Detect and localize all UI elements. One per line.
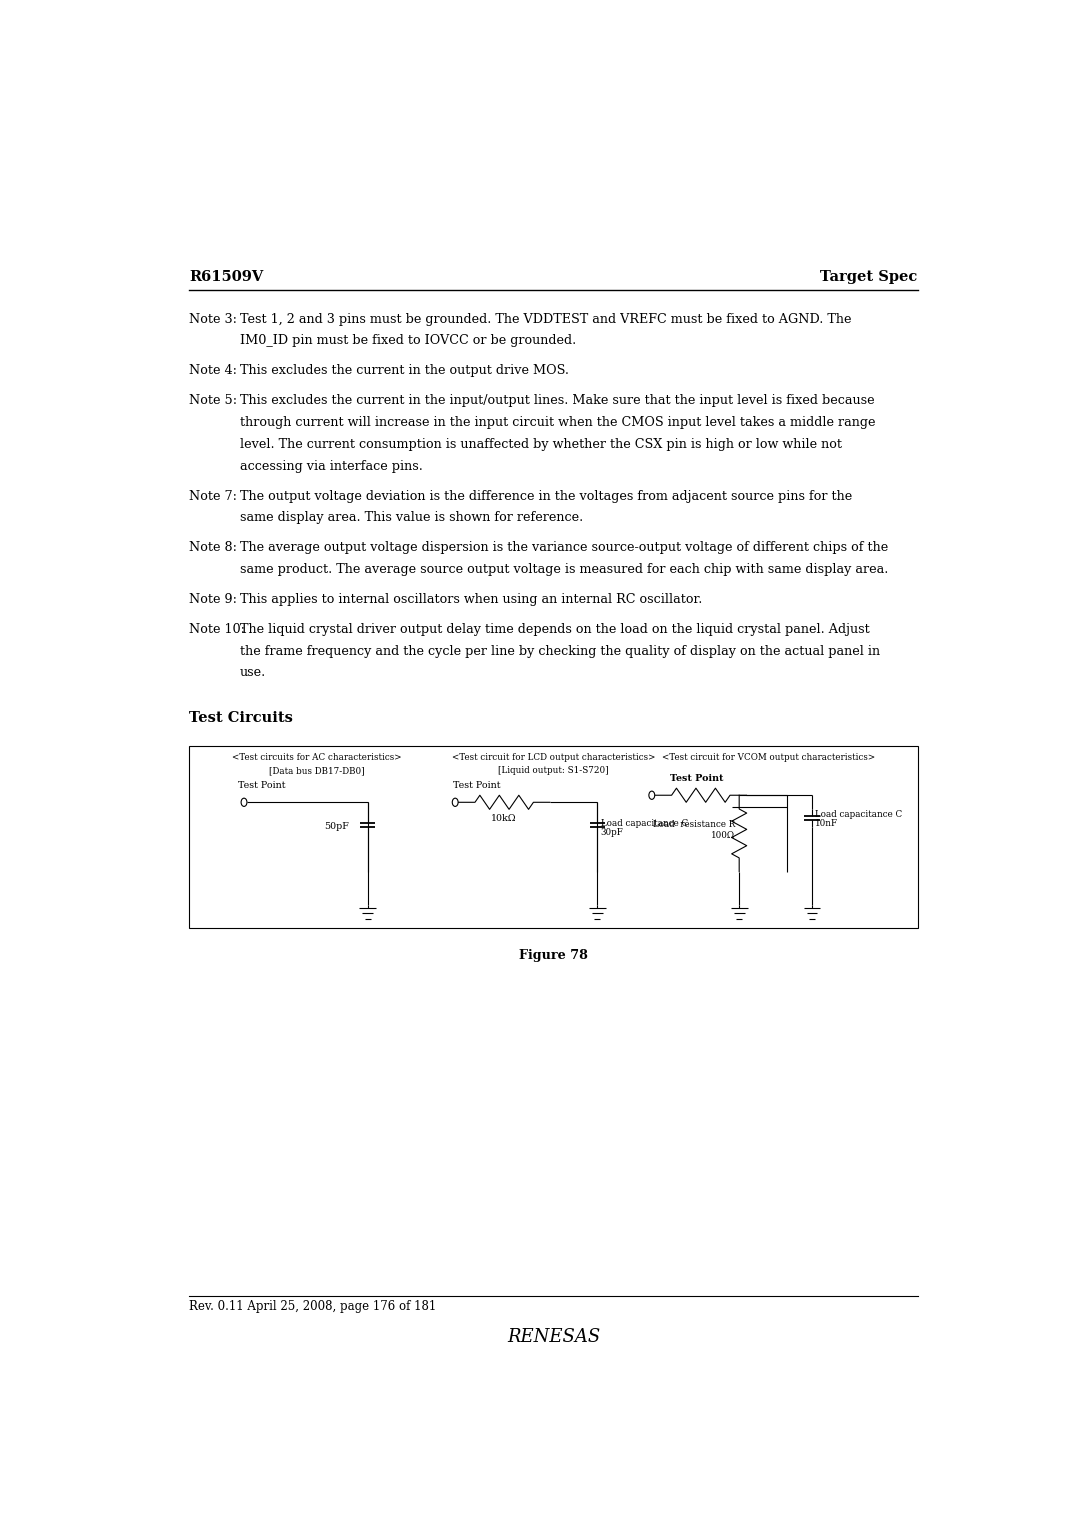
- Text: IM0_ID pin must be fixed to IOVCC or be grounded.: IM0_ID pin must be fixed to IOVCC or be …: [240, 334, 576, 347]
- Text: [Data bus DB17-DB0]: [Data bus DB17-DB0]: [269, 767, 365, 776]
- Text: <Test circuit for VCOM output characteristics>: <Test circuit for VCOM output characteri…: [662, 753, 875, 762]
- Text: Load capacitance C: Load capacitance C: [600, 818, 688, 828]
- Text: Rev. 0.11 April 25, 2008, page 176 of 181: Rev. 0.11 April 25, 2008, page 176 of 18…: [189, 1301, 436, 1313]
- Text: Note 9:: Note 9:: [189, 592, 238, 606]
- Text: Test Point: Test Point: [239, 782, 286, 791]
- Text: Note 3:: Note 3:: [189, 313, 238, 325]
- Text: The liquid crystal driver output delay time depends on the load on the liquid cr: The liquid crystal driver output delay t…: [240, 623, 869, 635]
- Text: Note 5:: Note 5:: [189, 394, 238, 408]
- Text: accessing via interface pins.: accessing via interface pins.: [240, 460, 422, 472]
- Text: The output voltage deviation is the difference in the voltages from adjacent sou: The output voltage deviation is the diff…: [240, 490, 852, 502]
- Text: Note 10:: Note 10:: [189, 623, 245, 635]
- Text: use.: use.: [240, 666, 266, 680]
- Text: Test 1, 2 and 3 pins must be grounded. The VDDTEST and VREFC must be fixed to AG: Test 1, 2 and 3 pins must be grounded. T…: [240, 313, 851, 325]
- Text: R61509V: R61509V: [189, 270, 264, 284]
- Text: Load  resistance R: Load resistance R: [652, 820, 735, 829]
- Text: Note 8:: Note 8:: [189, 541, 238, 554]
- Text: same product. The average source output voltage is measured for each chip with s: same product. The average source output …: [240, 563, 888, 576]
- Text: Figure 78: Figure 78: [519, 950, 588, 962]
- Text: This excludes the current in the output drive MOS.: This excludes the current in the output …: [240, 365, 569, 377]
- Text: <Test circuit for LCD output characteristics>: <Test circuit for LCD output characteris…: [451, 753, 656, 762]
- Text: <Test circuits for AC characteristics>: <Test circuits for AC characteristics>: [232, 753, 402, 762]
- Bar: [189, 745, 918, 928]
- Text: Load capacitance C: Load capacitance C: [815, 809, 903, 818]
- Text: Test Point: Test Point: [454, 782, 501, 791]
- Text: same display area. This value is shown for reference.: same display area. This value is shown f…: [240, 512, 583, 524]
- Text: level. The current consumption is unaffected by whether the CSX pin is high or l: level. The current consumption is unaffe…: [240, 438, 841, 450]
- Text: This applies to internal oscillators when using an internal RC oscillator.: This applies to internal oscillators whe…: [240, 592, 702, 606]
- Text: Test Circuits: Test Circuits: [189, 710, 294, 725]
- Text: 50pF: 50pF: [324, 823, 350, 832]
- Text: Target Spec: Target Spec: [821, 270, 918, 284]
- Text: Test Point: Test Point: [670, 774, 724, 783]
- Text: RENESAS: RENESAS: [507, 1328, 600, 1347]
- Text: the frame frequency and the cycle per line by checking the quality of display on: the frame frequency and the cycle per li…: [240, 644, 880, 658]
- Text: 10nF: 10nF: [815, 818, 838, 828]
- Text: [Liquid output: S1-S720]: [Liquid output: S1-S720]: [498, 767, 609, 776]
- Text: Note 7:: Note 7:: [189, 490, 238, 502]
- Text: 30pF: 30pF: [600, 828, 623, 837]
- Text: The average output voltage dispersion is the variance source-output voltage of d: The average output voltage dispersion is…: [240, 541, 888, 554]
- Text: 100Ω: 100Ω: [711, 831, 735, 840]
- Text: This excludes the current in the input/output lines. Make sure that the input le: This excludes the current in the input/o…: [240, 394, 874, 408]
- Text: 10kΩ: 10kΩ: [491, 814, 517, 823]
- Text: Note 4:: Note 4:: [189, 365, 238, 377]
- Text: through current will increase in the input circuit when the CMOS input level tak: through current will increase in the inp…: [240, 415, 875, 429]
